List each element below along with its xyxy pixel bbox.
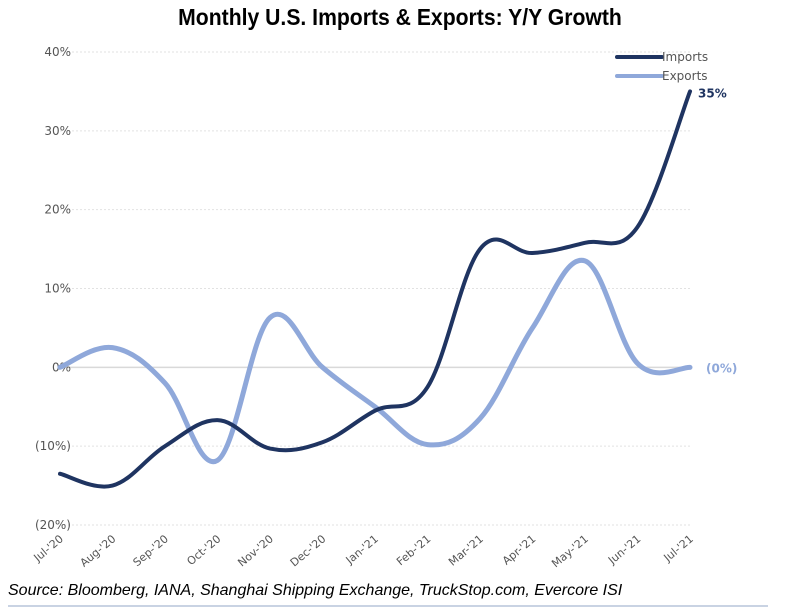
y-tick-label: 30%: [44, 124, 71, 138]
x-tick-label: Oct-'20: [184, 532, 223, 568]
series-line-exports: [57, 257, 693, 465]
chart-title: Monthly U.S. Imports & Exports: Y/Y Grow…: [178, 4, 622, 30]
x-tick-label: Dec-'20: [288, 532, 329, 569]
source-divider: [8, 605, 768, 607]
y-tick-label: 20%: [44, 203, 71, 217]
x-tick-label: Jul-'21: [661, 532, 696, 565]
gridlines: [60, 51, 690, 526]
exports-end-label: (0%): [706, 361, 737, 375]
y-tick-label: (10%): [35, 439, 71, 453]
y-tick-label: 40%: [44, 45, 71, 59]
legend: Imports Exports: [615, 50, 708, 83]
y-tick-label: 10%: [44, 282, 71, 296]
x-tick-label: Aug-'20: [78, 532, 119, 569]
x-tick-label: Jan-'21: [343, 532, 381, 567]
source-note: Source: Bloomberg, IANA, Shanghai Shippi…: [8, 582, 623, 599]
legend-label-exports: Exports: [662, 69, 708, 83]
x-tick-label: Feb-'21: [394, 532, 433, 568]
x-tick-label: Jun-'21: [605, 532, 643, 567]
x-tick-label: May-'21: [549, 532, 591, 570]
x-tick-label: Nov-'20: [235, 532, 276, 569]
end-labels: 35% (0%): [698, 86, 737, 375]
x-axis: Jul-'20 Aug-'20 Sep-'20 Oct-'20 Nov-'20 Dec-'…: [31, 532, 696, 570]
legend-label-imports: Imports: [662, 50, 708, 64]
y-tick-label: (20%): [35, 518, 71, 532]
x-tick-label: Mar-'21: [446, 532, 486, 568]
x-tick-label: Jul-'20: [31, 532, 66, 565]
series-line-imports: [58, 89, 692, 489]
series-lines: [57, 89, 693, 489]
x-tick-label: Sep-'20: [131, 532, 171, 569]
y-axis: 40%30%20%10%0%(10%)(20%): [35, 45, 71, 532]
imports-end-label: 35%: [698, 86, 727, 100]
x-tick-label: Apr-'21: [500, 532, 538, 567]
